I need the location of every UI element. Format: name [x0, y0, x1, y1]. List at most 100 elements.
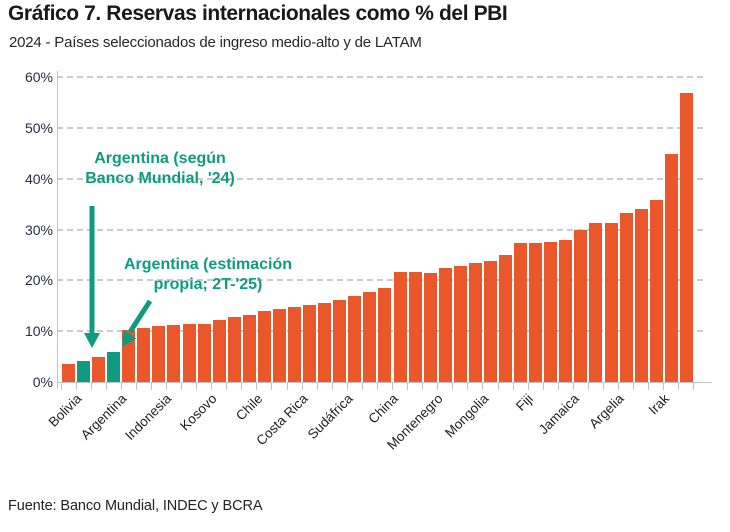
- bar-rank-14: [257, 310, 271, 382]
- bar-rank-35: [574, 229, 588, 382]
- gridline-40: [57, 177, 706, 180]
- bar-rank-41: [664, 153, 678, 382]
- bar-rank-33: [544, 242, 558, 382]
- bar-Costa Rica: [288, 307, 302, 382]
- x-tick: [256, 383, 258, 390]
- x-tick: [346, 383, 348, 390]
- bar-Sudáfrica: [333, 300, 347, 382]
- x-axis-label-chile: Chile: [232, 391, 265, 424]
- chart-subtitle: 2024 - Países seleccionados de ingreso m…: [9, 34, 422, 51]
- x-tick: [542, 383, 544, 390]
- bar-Argentina: [107, 351, 121, 382]
- bar-rank-38: [619, 213, 633, 382]
- gridline-60: [57, 76, 706, 79]
- x-tick: [633, 383, 635, 390]
- bar-rank-30: [499, 255, 513, 382]
- bar-rank-9: [182, 324, 196, 382]
- x-tick: [392, 383, 394, 390]
- bar-Bolivia: [62, 364, 75, 382]
- x-tick: [452, 383, 454, 390]
- x-tick: [693, 383, 695, 390]
- x-tick: [135, 383, 137, 390]
- x-axis-label-argelia: Argelia: [586, 391, 627, 432]
- bar-Montenegro: [423, 272, 437, 382]
- x-tick: [422, 383, 424, 390]
- bar-rank-17: [303, 305, 317, 382]
- bar-rank-11: [212, 320, 226, 382]
- x-tick: [241, 383, 243, 390]
- x-tick: [572, 383, 574, 390]
- chart-title: Gráfico 7. Reservas internacionales como…: [8, 2, 508, 25]
- x-tick: [165, 383, 167, 390]
- y-axis-label-20: 20%: [24, 272, 53, 289]
- y-axis-label-30: 30%: [24, 221, 53, 238]
- x-axis-label-argentina: Argentina: [77, 391, 130, 443]
- bar-rank-23: [393, 272, 407, 382]
- x-axis-label-jamaica: Jamaica: [535, 391, 582, 438]
- bar-Chile: [242, 315, 256, 382]
- x-axis-label-fiji: Fiji: [513, 391, 537, 414]
- y-axis-label-0: 0%: [32, 374, 53, 390]
- y-axis-label-40: 40%: [24, 170, 53, 187]
- x-tick: [316, 383, 318, 390]
- annotation-argentina-world-bank: Argentina (según Banco Mundial, '24): [50, 149, 270, 189]
- bar-rank-2: [77, 361, 91, 382]
- y-axis-line: [57, 71, 58, 389]
- x-axis-label-china: China: [365, 391, 401, 427]
- x-tick: [301, 383, 303, 390]
- bar-rank-15: [272, 308, 286, 382]
- bar-rank-29: [483, 260, 497, 382]
- gridline-30: [57, 228, 706, 231]
- bar-rank-42: [679, 93, 693, 382]
- bar-rank-12: [227, 316, 241, 382]
- x-tick: [482, 383, 484, 390]
- x-tick: [60, 383, 62, 390]
- x-axis-label-indonesia: Indonesia: [122, 391, 175, 444]
- x-tick: [497, 383, 499, 390]
- bar-rank-18: [318, 302, 332, 382]
- x-axis-label-sudáfrica: Sudáfrica: [304, 391, 356, 442]
- x-tick: [527, 383, 529, 390]
- x-tick: [678, 383, 680, 390]
- x-axis-label-kosovo: Kosovo: [177, 391, 220, 434]
- bar-rank-20: [348, 296, 362, 382]
- x-tick: [75, 383, 77, 390]
- y-axis-label-10: 10%: [24, 323, 53, 340]
- x-tick: [196, 383, 198, 390]
- x-tick: [376, 383, 378, 390]
- bar-rank-27: [453, 266, 467, 382]
- x-tick: [90, 383, 92, 390]
- x-tick: [648, 383, 650, 390]
- bar-rank-32: [529, 243, 543, 382]
- bar-Argelia: [604, 223, 618, 382]
- x-tick: [587, 383, 589, 390]
- y-axis-label-60: 60%: [24, 69, 53, 86]
- x-tick: [271, 383, 273, 390]
- x-tick: [618, 383, 620, 390]
- annotation-line: Argentina (según: [94, 150, 226, 167]
- bar-Kosovo: [197, 323, 211, 382]
- bar-rank-8: [167, 325, 181, 382]
- source-note: Fuente: Banco Mundial, INDEC y BCRA: [8, 498, 263, 514]
- gridline-20: [57, 279, 706, 282]
- x-axis-label-irak: Irak: [645, 391, 672, 418]
- x-axis-line: [57, 382, 712, 383]
- bar-Jamaica: [559, 239, 573, 382]
- bar-rank-6: [137, 328, 151, 382]
- x-tick: [467, 383, 469, 390]
- x-tick: [407, 383, 409, 390]
- annotation-line: propia; 2T-'25): [153, 276, 263, 293]
- x-tick: [150, 383, 152, 390]
- bar-rank-26: [438, 268, 452, 382]
- x-axis-label-mongolia: Mongolia: [441, 391, 491, 441]
- bar-rank-5: [122, 330, 136, 382]
- x-tick: [512, 383, 514, 390]
- annotation-line: Argentina (estimación: [123, 256, 293, 273]
- x-tick: [437, 383, 439, 390]
- x-tick: [663, 383, 665, 390]
- bar-rank-39: [634, 208, 648, 382]
- bar-rank-21: [363, 292, 377, 382]
- x-tick: [120, 383, 122, 390]
- x-tick: [361, 383, 363, 390]
